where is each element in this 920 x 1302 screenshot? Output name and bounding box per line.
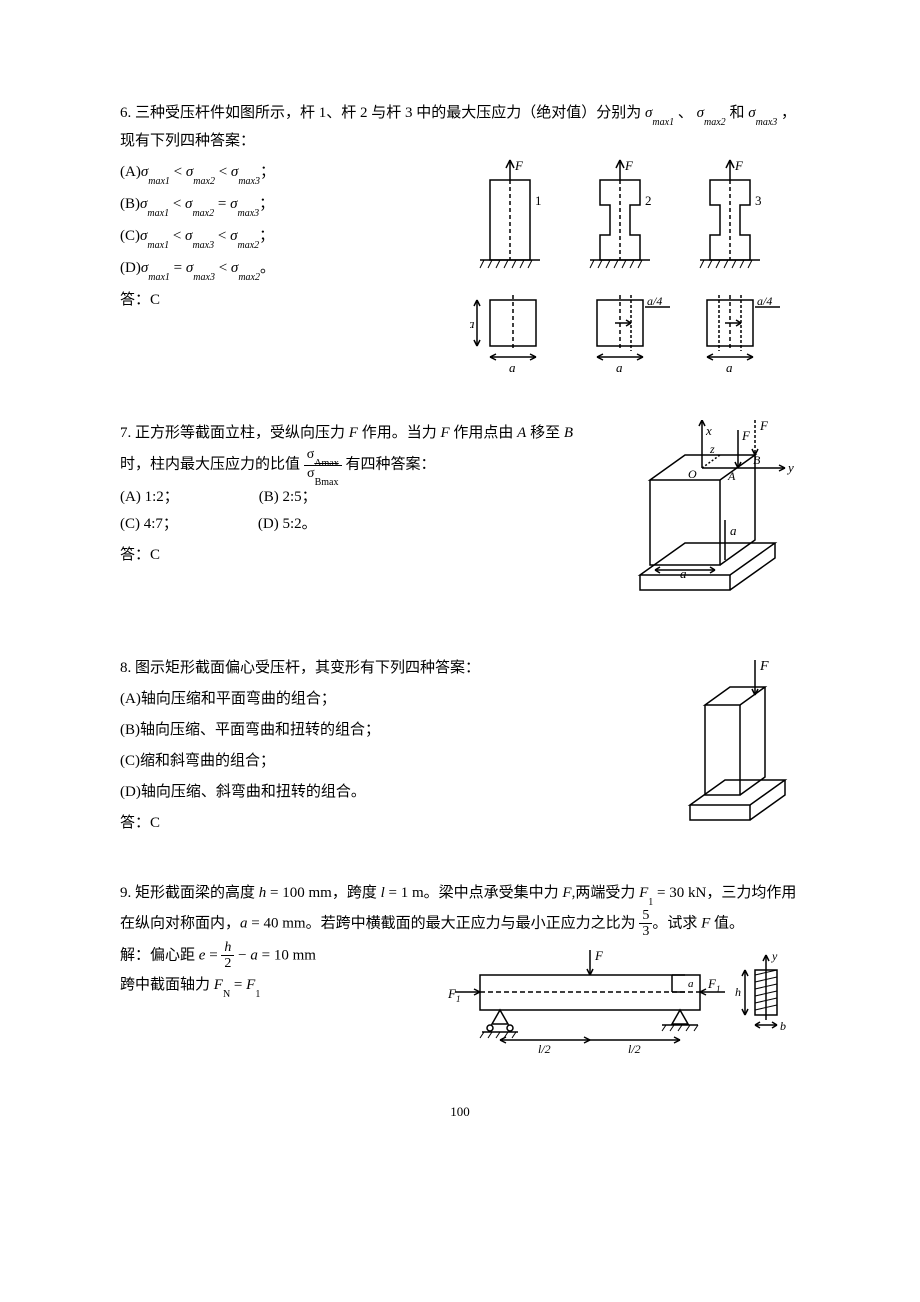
svg-text:a: a [730,523,737,538]
svg-text:O: O [688,467,697,481]
svg-text:F: F [734,158,744,173]
question-8: F 8. 图示矩形截面偏心受压杆，其变形有下列四种答案： (A)轴向压缩和平面弯… [120,655,800,855]
svg-text:b: b [780,1019,786,1033]
svg-text:B: B [753,453,761,467]
svg-text:l/2: l/2 [628,1042,641,1056]
svg-text:a: a [688,978,694,990]
svg-text:h: h [735,985,741,999]
svg-text:a/4: a/4 [647,294,662,308]
q7-options-row2: (C) 4:7； (D) 5:2。 [120,511,600,538]
svg-text:a: a [680,566,687,581]
q9-stem: 9. 矩形截面梁的高度 h = 100 mm，跨度 l = 1 m。梁中点承受集… [120,880,800,940]
svg-text:A: A [727,469,736,483]
svg-text:F: F [594,948,604,963]
svg-text:a: a [616,360,623,375]
svg-text:F: F [741,428,751,443]
svg-text:y: y [786,460,794,475]
svg-text:1: 1 [535,193,542,208]
question-6: 6. 三种受压杆件如图所示，杆 1、杆 2 与杆 3 中的最大压应力（绝对值）分… [120,100,800,395]
q7-option-b: (B) 2:5； [259,484,317,511]
svg-text:F: F [759,420,769,433]
q6-text-a: 6. 三种受压杆件如图所示，杆 1、杆 2 与杆 3 中的最大压应力（绝对值）分… [120,105,641,121]
svg-text:F: F [514,158,524,173]
svg-text:a: a [509,360,516,375]
q7-option-c: (C) 4:7； [120,511,178,538]
svg-text:l/2: l/2 [538,1042,551,1056]
svg-text:a/4: a/4 [757,294,772,308]
svg-text:F: F [759,659,769,674]
svg-text:z: z [709,442,715,456]
q6-stem: 6. 三种受压杆件如图所示，杆 1、杆 2 与杆 3 中的最大压应力（绝对值）分… [120,100,800,155]
sigma-max2: σmax2 [697,105,726,121]
svg-text:a: a [726,360,733,375]
q7-figure: x y z O A B F F a a [610,420,800,630]
svg-text:2: 2 [645,193,652,208]
svg-text:x: x [705,423,712,438]
page-number: 100 [120,1100,800,1123]
svg-text:3: 3 [755,193,762,208]
sigma-max1: σmax1 [645,105,674,121]
question-7: x y z O A B F F a a 7. 正方形等截面立柱，受纵向压力 F … [120,420,800,630]
q7-option-d: (D) 5:2。 [258,511,317,538]
sigma-max3: σmax3 [748,105,777,121]
svg-text:y: y [771,949,778,963]
svg-text:a: a [470,316,475,331]
q8-figure: F [660,655,800,855]
svg-text:F1: F1 [447,986,460,1004]
q7-options-row1: (A) 1:2； (B) 2:5； [120,484,600,511]
svg-text:F: F [624,158,634,173]
question-9: 9. 矩形截面梁的高度 h = 100 mm，跨度 l = 1 m。梁中点承受集… [120,880,800,1070]
q6-figure: F 1 F 2 F 3 [470,155,800,395]
q9-figure: F F1 F1 a l/2 l/2 [440,940,800,1070]
q7-option-a: (A) 1:2； [120,484,179,511]
